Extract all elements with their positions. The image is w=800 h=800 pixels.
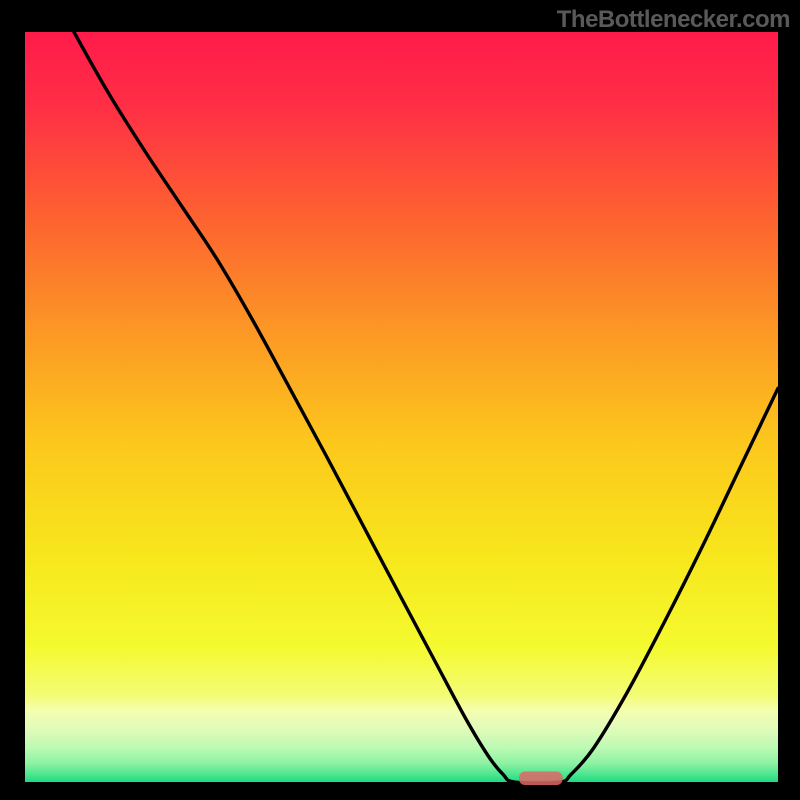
plot-area <box>25 32 778 782</box>
watermark-text: TheBottlenecker.com <box>557 6 790 34</box>
chart-frame: TheBottlenecker.com <box>0 0 800 800</box>
